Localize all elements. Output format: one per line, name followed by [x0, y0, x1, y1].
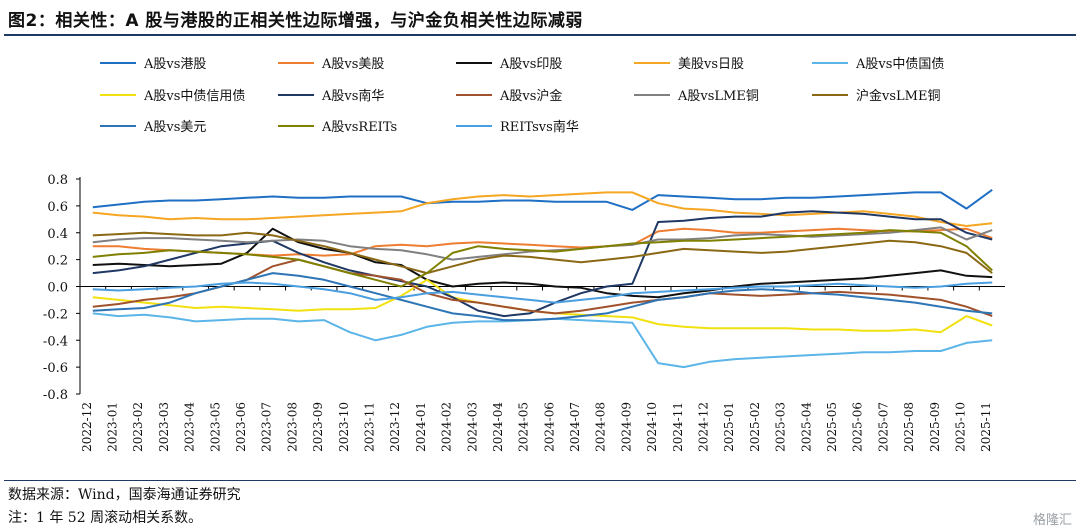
- figure-title: 图2：相关性：A 股与港股的正相关性边际增强，与沪金负相关性边际减弱: [8, 11, 583, 31]
- x-tick-label: 2024-07: [568, 402, 582, 452]
- x-tick-label: 2024-12: [697, 402, 711, 452]
- x-tick-label: 2023-03: [157, 402, 171, 452]
- chart-legend: A股vs港股 A股vs美股 A股vs印股 美股vs日股 A股vs中债国债 A股vs中债信用…: [100, 57, 944, 135]
- y-tick-label: 0.2: [47, 254, 68, 269]
- chart-series: [92, 188, 993, 369]
- legend-item: A股vs印股: [456, 57, 562, 72]
- x-tick-label: 2024-02: [440, 402, 454, 452]
- correlation-chart: A股vs港股 A股vs美股 A股vs印股 美股vs日股 A股vs中债国债 A股vs中债信用…: [43, 57, 1005, 452]
- y-tick-label: -0.2: [43, 307, 68, 322]
- legend-label: A股vs美元: [143, 120, 206, 135]
- x-tick-label: 2023-01: [106, 402, 120, 452]
- x-tick-label: 2025-09: [928, 402, 942, 452]
- x-tick-label: 2024-04: [491, 402, 505, 452]
- legend-item: 美股vs日股: [634, 57, 744, 72]
- x-tick-label: 2023-09: [311, 402, 325, 452]
- series-line-1: [92, 188, 993, 211]
- legend-item: A股vsREITs: [278, 120, 397, 135]
- y-tick-label: 0.0: [47, 281, 68, 296]
- source-rule: [4, 480, 1076, 481]
- legend-label: 沪金vsLME铜: [856, 88, 940, 104]
- legend-label: A股vs美股: [321, 57, 384, 72]
- series-line-4: [92, 191, 993, 227]
- x-tick-label: 2023-04: [183, 402, 197, 452]
- legend-item: REITsvs南华: [456, 119, 579, 135]
- x-tick-label: 2022-12: [80, 402, 94, 452]
- legend-label: A股vs沪金: [499, 88, 562, 104]
- series-line-10: [92, 231, 993, 275]
- legend-item: A股vs沪金: [456, 88, 562, 104]
- y-tick-label: -0.4: [43, 334, 68, 349]
- source-note: 数据来源：Wind，国泰海通证券研究: [8, 487, 241, 503]
- x-tick-label: 2024-10: [645, 402, 659, 452]
- y-tick-label: -0.8: [43, 388, 68, 403]
- x-tick-label: 2023-12: [388, 402, 402, 452]
- title-rule: [4, 34, 1076, 36]
- x-tick-label: 2023-07: [260, 402, 274, 452]
- legend-label: A股vsREITs: [321, 120, 397, 135]
- legend-item: A股vs中债信用债: [100, 89, 245, 104]
- legend-label: A股vs南华: [321, 88, 384, 104]
- legend-item: A股vs美元: [100, 120, 206, 135]
- series-line-5: [92, 312, 993, 369]
- y-tick-label: -0.6: [43, 361, 68, 376]
- x-tick-label: 2023-05: [208, 402, 222, 452]
- x-tick-label: 2024-03: [465, 402, 479, 452]
- x-tick-label: 2025-05: [825, 402, 839, 452]
- x-tick-label: 2025-11: [979, 402, 993, 452]
- x-tick-label: 2025-03: [774, 402, 788, 452]
- legend-item: A股vs中债国债: [812, 57, 944, 72]
- x-tick-label: 2025-07: [876, 402, 890, 452]
- legend-label: A股vs中债国债: [855, 57, 944, 72]
- x-tick-label: 2023-11: [362, 402, 376, 452]
- y-tick-label: 0.4: [47, 227, 68, 242]
- x-tick-label: 2024-06: [542, 402, 556, 452]
- x-tick-label: 2024-08: [594, 402, 608, 452]
- legend-item: A股vs南华: [278, 88, 384, 104]
- x-tick-label: 2025-06: [851, 402, 865, 452]
- legend-label: A股vs港股: [143, 57, 206, 72]
- legend-item: 沪金vsLME铜: [812, 88, 940, 104]
- legend-item: A股vs港股: [100, 57, 206, 72]
- x-tick-label: 2024-11: [671, 402, 685, 452]
- legend-item: A股vsLME铜: [634, 89, 759, 104]
- x-tick-label: 2025-01: [722, 402, 736, 452]
- legend-label: A股vs印股: [499, 57, 562, 72]
- series-line-13: [92, 281, 993, 304]
- legend-label: A股vs中债信用债: [143, 89, 245, 104]
- x-tick-label: 2025-08: [902, 402, 916, 452]
- series-line-12: [92, 229, 993, 288]
- legend-item: A股vs美股: [278, 57, 384, 72]
- series-line-7: [92, 210, 993, 318]
- x-tick-label: 2025-02: [748, 402, 762, 452]
- x-tick-label: 2023-02: [131, 402, 145, 452]
- legend-label: 美股vs日股: [678, 57, 744, 72]
- y-tick-label: 0.8: [47, 173, 68, 188]
- x-tick-label: 2024-09: [619, 402, 633, 452]
- x-tick-label: 2024-05: [517, 402, 531, 452]
- footnote: 注：1 年 52 周滚动相关系数。: [8, 510, 203, 526]
- x-tick-label: 2023-08: [285, 402, 299, 452]
- legend-label: A股vsLME铜: [677, 89, 759, 104]
- series-line-11: [92, 272, 993, 322]
- x-tick-label: 2023-06: [234, 402, 248, 452]
- y-tick-label: 0.6: [47, 200, 68, 215]
- legend-label: REITsvs南华: [500, 119, 579, 135]
- x-tick-label: 2023-10: [337, 402, 351, 452]
- x-tick-label: 2025-04: [799, 402, 813, 452]
- chart-axes: -0.8 -0.6 -0.4 -0.2 0.0 0.2 0.4 0.6 0.8 2022-12 20…: [43, 173, 1005, 452]
- x-tick-label: 2025-10: [953, 402, 967, 452]
- watermark-logo: 格隆汇: [1032, 513, 1072, 528]
- x-tick-label: 2024-01: [414, 402, 428, 452]
